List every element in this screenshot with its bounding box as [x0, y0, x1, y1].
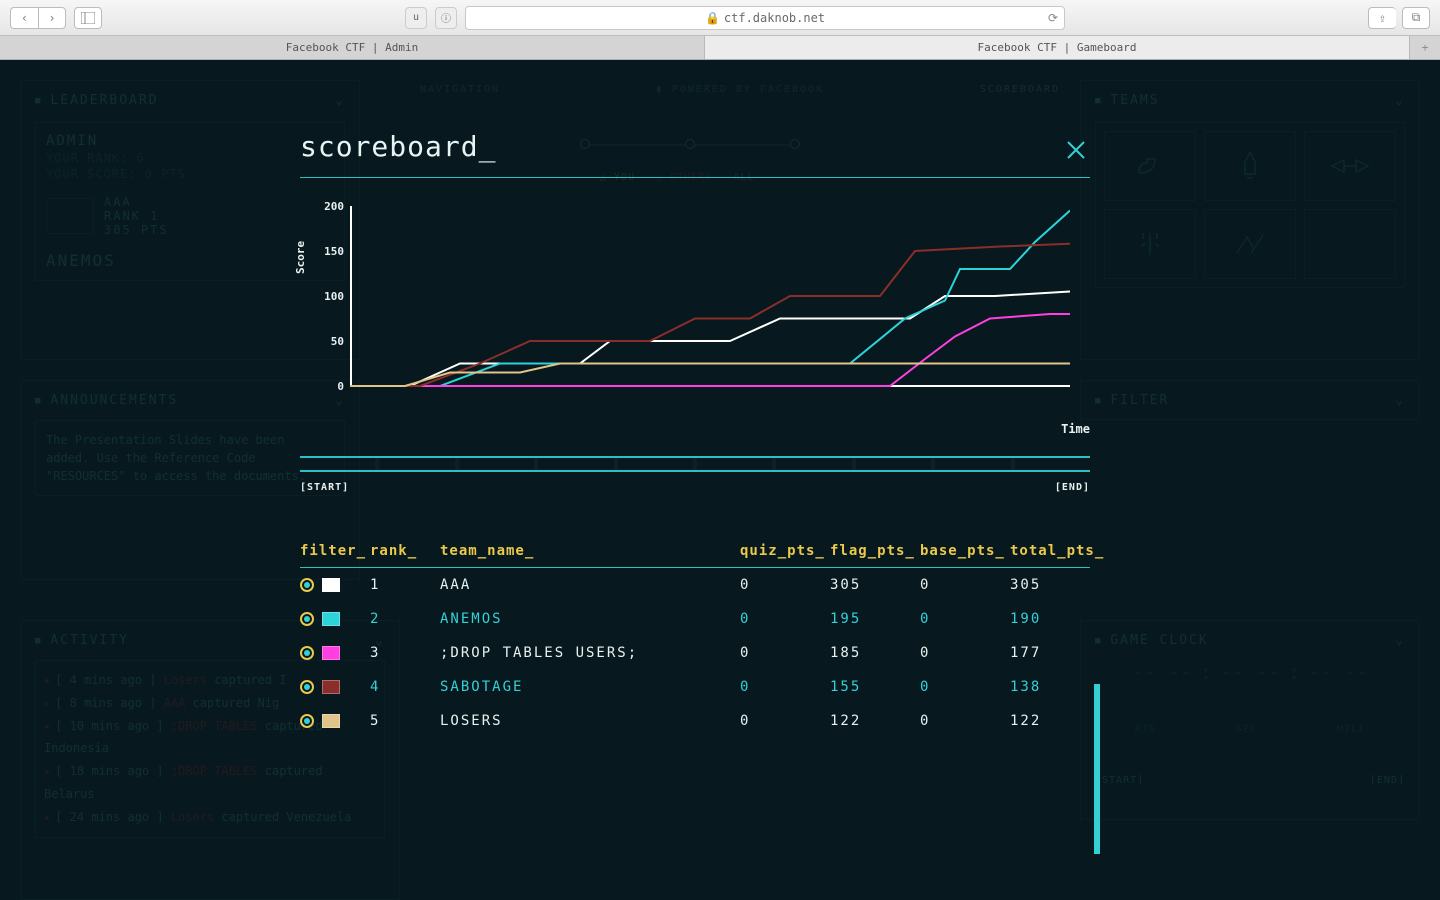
timeline-end: [END] — [1055, 482, 1090, 493]
back-button[interactable]: ‹ — [10, 7, 38, 29]
team-color-swatch — [322, 612, 340, 626]
table-row: 3 ;DROP TABLES USERS; 0 185 0 177 — [300, 636, 1090, 670]
address-bar[interactable]: 🔒 ctf.daknob.net ⟳ — [465, 6, 1065, 30]
total-pts-cell: 190 — [1010, 611, 1100, 627]
browser-toolbar: ‹ › u ⓘ 🔒 ctf.daknob.net ⟳ ⇪ ⧉ — [0, 0, 1440, 36]
rank-cell: 1 — [370, 577, 440, 593]
timeline-segment[interactable] — [459, 458, 538, 470]
timeline-segment[interactable] — [300, 458, 379, 470]
timeline-segment[interactable] — [935, 458, 1014, 470]
total-pts-cell: 122 — [1010, 713, 1100, 729]
table-row: 2 ANEMOS 0 195 0 190 — [300, 602, 1090, 636]
filter-radio[interactable] — [300, 612, 314, 626]
filter-radio[interactable] — [300, 578, 314, 592]
y-tick: 0 — [316, 380, 344, 393]
timeline-scrubber[interactable]: [START] [END] — [300, 456, 1090, 493]
table-row: 4 SABOTAGE 0 155 0 138 — [300, 670, 1090, 704]
timeline-segment[interactable] — [856, 458, 935, 470]
team-color-swatch — [322, 578, 340, 592]
tab-admin[interactable]: Facebook CTF | Admin — [0, 36, 705, 59]
info-icon[interactable]: ⓘ — [435, 7, 457, 29]
tab-bar: Facebook CTF | Admin Facebook CTF | Game… — [0, 36, 1440, 60]
table-header: filter_ rank_ team_name_ quiz_pts_ flag_… — [300, 543, 1090, 568]
timeline-segment[interactable] — [618, 458, 697, 470]
team-name-cell: SABOTAGE — [440, 679, 740, 695]
x-axis-label: Time — [1061, 422, 1090, 436]
scrollbar[interactable] — [1094, 684, 1100, 854]
scoreboard-modal: scoreboard_ Score 050100150200 Time [STA… — [300, 130, 1090, 738]
url-text: ctf.daknob.net — [724, 11, 825, 25]
flag-pts-cell: 185 — [830, 645, 920, 661]
scoreboard-table: filter_ rank_ team_name_ quiz_pts_ flag_… — [300, 543, 1090, 738]
quiz-pts-cell: 0 — [740, 679, 830, 695]
base-pts-cell: 0 — [920, 577, 1010, 593]
y-tick: 50 — [316, 335, 344, 348]
rank-cell: 4 — [370, 679, 440, 695]
flag-pts-cell: 155 — [830, 679, 920, 695]
rank-cell: 2 — [370, 611, 440, 627]
timeline-start: [START] — [300, 482, 349, 493]
base-pts-cell: 0 — [920, 713, 1010, 729]
quiz-pts-cell: 0 — [740, 645, 830, 661]
sidebar-toggle-button[interactable] — [74, 7, 102, 29]
total-pts-cell: 177 — [1010, 645, 1100, 661]
quiz-pts-cell: 0 — [740, 611, 830, 627]
flag-pts-cell: 122 — [830, 713, 920, 729]
forward-button[interactable]: › — [38, 7, 66, 29]
team-name-cell: LOSERS — [440, 713, 740, 729]
y-tick: 200 — [316, 200, 344, 213]
ublock-icon[interactable]: u — [405, 7, 427, 29]
tabs-button[interactable]: ⧉ — [1402, 7, 1430, 29]
close-icon[interactable] — [1062, 136, 1090, 164]
team-name-cell: AAA — [440, 577, 740, 593]
filter-radio[interactable] — [300, 714, 314, 728]
team-color-swatch — [322, 714, 340, 728]
base-pts-cell: 0 — [920, 611, 1010, 627]
modal-title: scoreboard_ — [300, 130, 1090, 163]
flag-pts-cell: 195 — [830, 611, 920, 627]
y-axis-label: Score — [294, 241, 307, 274]
flag-pts-cell: 305 — [830, 577, 920, 593]
rank-cell: 3 — [370, 645, 440, 661]
new-tab-button[interactable]: + — [1410, 36, 1440, 59]
chart-canvas — [350, 206, 1070, 390]
lock-icon: 🔒 — [705, 11, 720, 25]
table-row: 5 LOSERS 0 122 0 122 — [300, 704, 1090, 738]
chart-series — [350, 314, 1070, 386]
filter-radio[interactable] — [300, 680, 314, 694]
quiz-pts-cell: 0 — [740, 713, 830, 729]
team-color-swatch — [322, 646, 340, 660]
timeline-segment[interactable] — [538, 458, 617, 470]
table-row: 1 AAA 0 305 0 305 — [300, 568, 1090, 602]
timeline-segment[interactable] — [776, 458, 855, 470]
base-pts-cell: 0 — [920, 679, 1010, 695]
tab-gameboard[interactable]: Facebook CTF | Gameboard — [705, 36, 1410, 59]
team-color-swatch — [322, 680, 340, 694]
divider — [300, 177, 1090, 178]
base-pts-cell: 0 — [920, 645, 1010, 661]
total-pts-cell: 305 — [1010, 577, 1100, 593]
y-tick: 150 — [316, 245, 344, 258]
rank-cell: 5 — [370, 713, 440, 729]
quiz-pts-cell: 0 — [740, 577, 830, 593]
y-tick: 100 — [316, 290, 344, 303]
score-chart: Score 050100150200 Time — [300, 206, 1090, 406]
share-button[interactable]: ⇪ — [1368, 7, 1396, 29]
total-pts-cell: 138 — [1010, 679, 1100, 695]
timeline-segment[interactable] — [697, 458, 776, 470]
team-name-cell: ANEMOS — [440, 611, 740, 627]
reload-icon[interactable]: ⟳ — [1048, 11, 1058, 25]
team-name-cell: ;DROP TABLES USERS; — [440, 645, 740, 661]
chart-series — [350, 211, 1070, 387]
filter-radio[interactable] — [300, 646, 314, 660]
timeline-segment[interactable] — [379, 458, 458, 470]
chart-series — [350, 364, 1070, 387]
timeline-segment[interactable] — [1015, 458, 1090, 470]
